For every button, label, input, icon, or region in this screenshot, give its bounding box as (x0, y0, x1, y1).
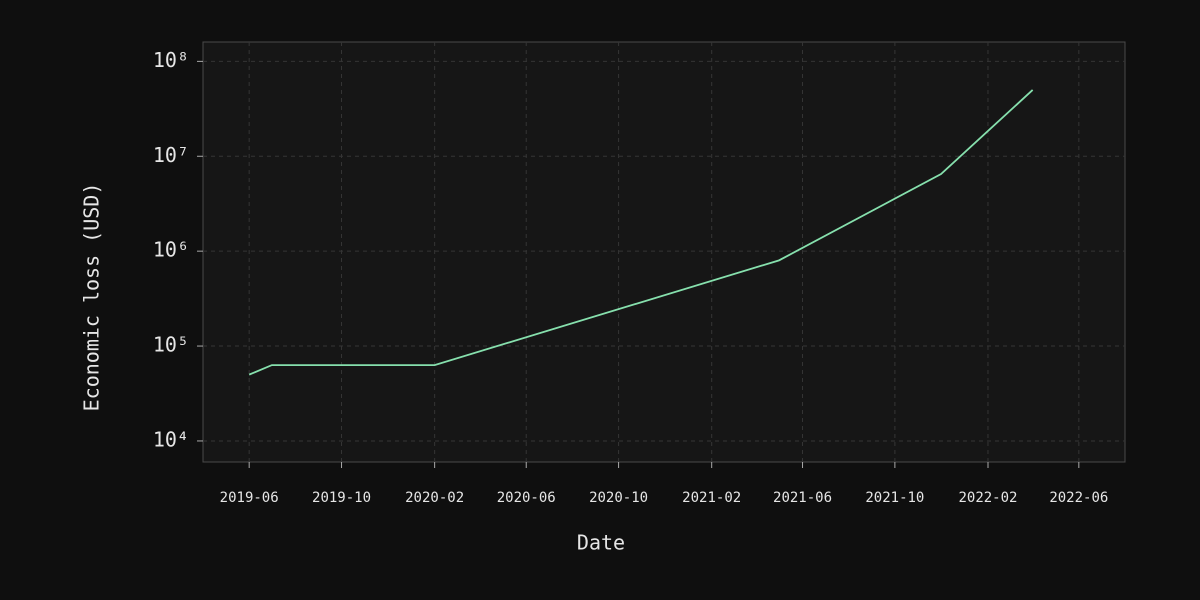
x-tick-label: 2019-06 (220, 490, 279, 506)
y-tick-label: 10⁵ (153, 333, 189, 357)
y-tick-label: 10⁸ (153, 48, 189, 72)
line (248, 89, 1034, 376)
x-tick-label: 2021-06 (773, 490, 832, 506)
x-tick-label: 2021-10 (865, 490, 924, 506)
y-axis-label: Economic loss (USD) (80, 183, 104, 412)
plot-area (202, 41, 1126, 463)
x-tick-label: 2020-06 (497, 490, 556, 506)
x-tick-label: 2021-02 (682, 490, 741, 506)
x-tick-label: 2020-10 (589, 490, 648, 506)
x-tick-label: 2022-06 (1049, 490, 1108, 506)
y-tick-label: 10⁷ (153, 143, 189, 167)
x-tick-label: 2019-10 (312, 490, 371, 506)
x-tick-label: 2022-02 (958, 490, 1017, 506)
y-tick-label: 10⁴ (153, 427, 189, 451)
x-axis-label: Date (577, 531, 625, 555)
y-tick-label: 10⁶ (153, 238, 189, 262)
x-tick-label: 2020-02 (405, 490, 464, 506)
